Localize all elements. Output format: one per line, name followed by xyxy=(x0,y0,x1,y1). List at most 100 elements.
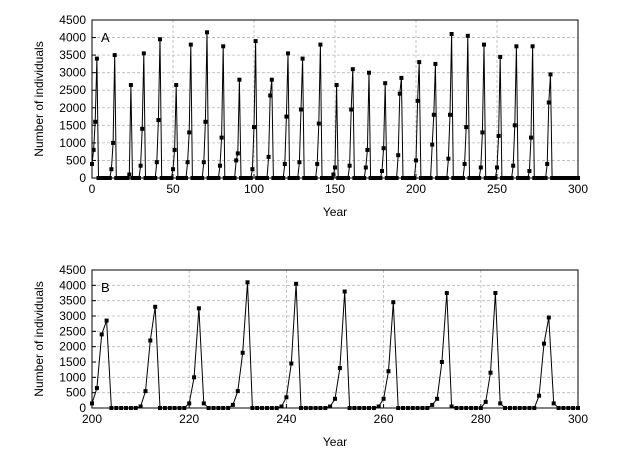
panel-a-data-point xyxy=(107,176,112,180)
panel-a-data-point xyxy=(169,176,174,180)
panel-a-data-point xyxy=(253,39,258,44)
panel-b-ticks: 200 220 240 260 280 3000500100015002000250030… xyxy=(59,263,588,426)
panel-b-data-point xyxy=(143,389,148,394)
panel-a-data-point xyxy=(346,176,350,180)
panel-b-y-tick-label: 2000 xyxy=(59,340,86,354)
panel-a-data-point xyxy=(417,60,422,65)
panel-b-y-tick-label: 3000 xyxy=(59,309,86,323)
panel-b-data-point xyxy=(119,406,124,410)
panel-a-data-point xyxy=(221,44,226,49)
panel-b-x-tick-label: 280 xyxy=(471,412,491,426)
panel-a-data-point xyxy=(232,176,237,180)
panel-b-data-point xyxy=(284,395,289,400)
panel-a-data-point xyxy=(318,42,323,47)
panel-a-data-point xyxy=(185,160,190,165)
panel-a-y-tick-label: 3000 xyxy=(59,66,86,80)
panel-a-data-point xyxy=(127,172,132,177)
panel-b-series xyxy=(90,280,580,410)
panel-b-data-point xyxy=(187,401,192,406)
panel-a-data-point xyxy=(252,125,256,130)
panel-a-x-tick-label: 0 xyxy=(89,182,96,196)
panel-a-data-point xyxy=(482,42,486,47)
panel-a-data-point xyxy=(248,176,253,180)
panel-a-data-point xyxy=(511,163,516,168)
panel-b-data-point xyxy=(391,300,396,305)
panel-a-data-point xyxy=(300,56,305,61)
panel-b-data-point xyxy=(323,406,328,410)
panel-b-data-point xyxy=(192,375,197,380)
panel-a-data-point xyxy=(414,158,418,163)
panel-b-data-point xyxy=(469,406,474,410)
panel-b-data-point xyxy=(537,393,542,398)
panel-a-data-point xyxy=(331,172,336,177)
panel-b-data-point xyxy=(493,291,498,295)
panel-b-data-point xyxy=(498,401,503,406)
panel-b-data-point xyxy=(333,396,337,401)
panel-b-x-tick-label: 200 xyxy=(82,412,102,426)
panel-b-data-point xyxy=(546,315,551,320)
panel-a-data-point xyxy=(200,176,205,180)
panel-a-data-point xyxy=(347,163,352,168)
panel-b-data-point xyxy=(172,406,177,410)
panel-a-data-point xyxy=(265,176,269,180)
panel-b-y-tick-label: 2500 xyxy=(59,324,86,338)
panel-b-data-point xyxy=(371,406,376,410)
panel-b-data-point xyxy=(503,406,508,410)
panel-b-data-point xyxy=(367,406,371,410)
panel-a-data-point xyxy=(333,165,337,170)
panel-b-data-point xyxy=(347,406,352,410)
panel-a-data-point xyxy=(495,165,499,170)
panel-b-data-point xyxy=(386,369,391,374)
panel-a-data-point xyxy=(237,77,242,82)
panel-b-data-point xyxy=(303,406,308,410)
panel-a-data-point xyxy=(509,176,514,180)
panel-b-chart: 200 220 240 260 280 3000500100015002000250030… xyxy=(32,263,588,449)
panel-b-data-point xyxy=(508,406,512,410)
panel-a-y-tick-label: 2500 xyxy=(59,83,86,97)
panel-a-data-point xyxy=(433,61,438,66)
panel-a-data-point xyxy=(216,176,221,180)
panel-a-data-point xyxy=(111,140,116,145)
panel-a-data-point xyxy=(187,130,192,135)
panel-a-data-point xyxy=(365,147,370,152)
panel-b-data-point xyxy=(328,404,333,409)
panel-b-data-point xyxy=(240,350,245,355)
panel-b-y-tick-label: 1000 xyxy=(59,370,86,384)
panel-a-data-point xyxy=(465,33,470,38)
panel-b-data-point xyxy=(269,406,274,410)
panel-b-data-point xyxy=(464,406,469,410)
panel-a-data-point xyxy=(128,83,133,87)
panel-a-data-point xyxy=(234,158,239,163)
panel-a-data-point xyxy=(367,70,371,75)
panel-a-data-point xyxy=(171,167,175,172)
panel-b-data-point xyxy=(542,341,546,346)
panel-a-data-point xyxy=(543,176,548,180)
panel-b-x-tick-label: 220 xyxy=(179,412,199,426)
panel-b-data-point xyxy=(153,304,158,309)
panel-b-data-point xyxy=(318,406,323,410)
panel-a-y-tick-label: 4500 xyxy=(59,13,86,27)
panel-a-y-tick-label: 3500 xyxy=(59,48,86,62)
panel-a-data-point xyxy=(462,162,467,166)
panel-a-data-point xyxy=(316,121,321,126)
panel-b-y-tick-label: 4500 xyxy=(59,263,86,277)
panel-b-data-point xyxy=(133,406,138,410)
panel-b-y-tick-label: 1500 xyxy=(59,355,86,369)
panel-a-data-point xyxy=(172,147,177,152)
panel-a-data-point xyxy=(493,176,498,180)
panel-a-data-point xyxy=(158,37,162,42)
panel-a-data-point xyxy=(464,125,469,130)
panel-b-data-point xyxy=(162,406,167,410)
panel-a-data-point xyxy=(529,135,533,140)
panel-a-data-point xyxy=(125,176,130,180)
panel-b-data-point xyxy=(362,406,367,410)
panel-b-data-point xyxy=(167,406,172,410)
panel-b-data-point xyxy=(532,406,537,410)
panel-a-data-point xyxy=(109,167,114,172)
panel-a-data-point xyxy=(477,176,482,180)
panel-b-data-point xyxy=(124,406,128,410)
panel-a-data-point xyxy=(112,53,117,58)
panel-b-data-point xyxy=(245,280,250,285)
panel-b-data-point xyxy=(478,406,483,410)
